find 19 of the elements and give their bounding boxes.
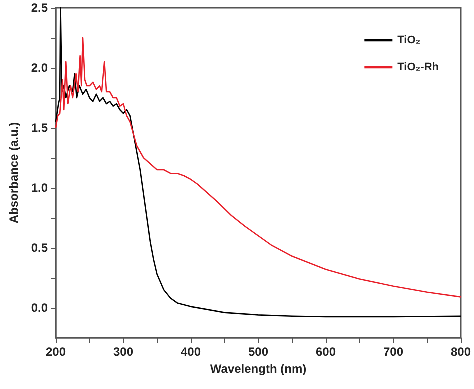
y-tick-label: 0.5 <box>31 241 48 255</box>
x-tick-label: 600 <box>316 345 336 359</box>
x-tick-label: 800 <box>450 345 472 359</box>
legend-label: TiO₂-Rh <box>398 62 440 74</box>
legend-label: TiO₂ <box>398 34 421 46</box>
x-axis-title: Wavelength (nm) <box>210 362 307 376</box>
x-tick-label: 500 <box>248 345 269 359</box>
y-tick-label: 1.5 <box>31 121 48 135</box>
x-tick-label: 200 <box>46 345 66 359</box>
y-tick-label: 1.0 <box>31 181 48 195</box>
x-tick-label: 700 <box>383 345 404 359</box>
y-tick-label: 2.0 <box>31 61 48 75</box>
x-tick-label: 400 <box>180 345 202 359</box>
line-series <box>55 37 462 298</box>
y-tick-label: 0.0 <box>31 301 48 315</box>
y-tick-label: 2.5 <box>31 1 48 15</box>
x-tick-label: 300 <box>113 345 134 359</box>
line-series <box>55 7 462 318</box>
y-axis-title: Absorbance (a.u.) <box>7 122 21 224</box>
